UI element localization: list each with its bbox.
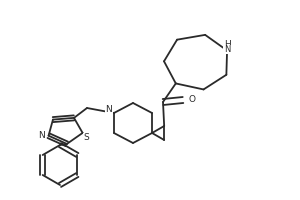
Text: O: O xyxy=(188,96,196,104)
Text: N: N xyxy=(106,106,112,114)
Text: S: S xyxy=(84,133,89,142)
Text: H: H xyxy=(224,40,230,49)
Text: N: N xyxy=(224,45,230,54)
Text: N: N xyxy=(38,131,45,140)
